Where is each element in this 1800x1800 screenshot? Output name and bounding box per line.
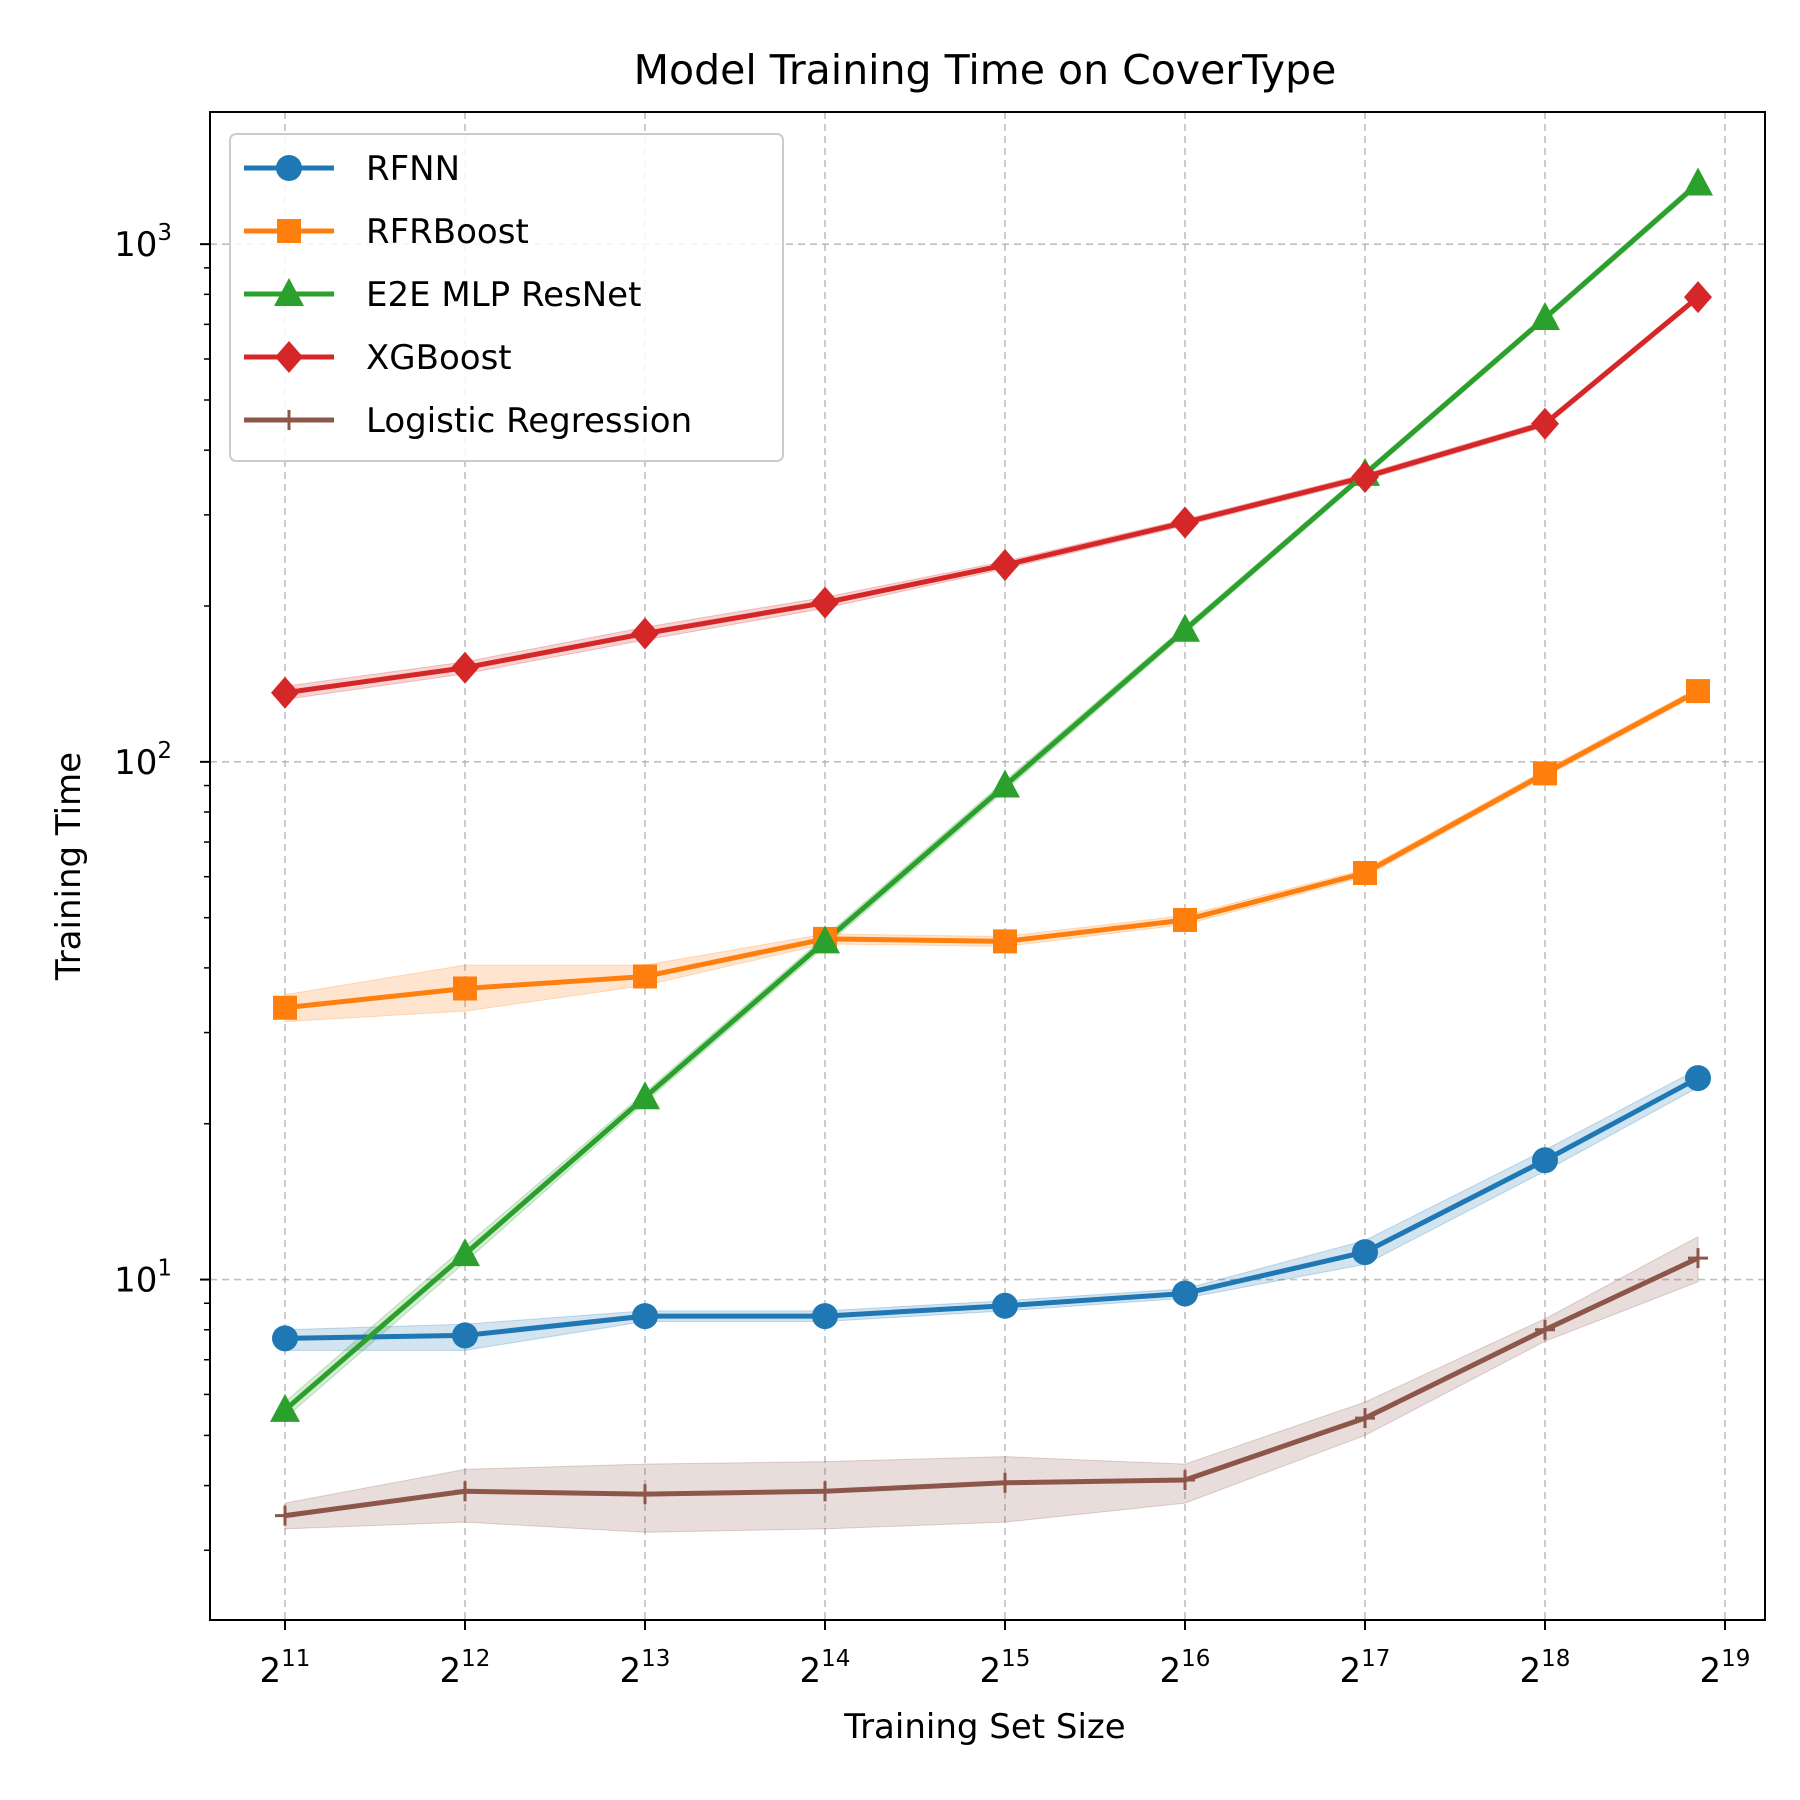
rfnn-point <box>272 1325 298 1352</box>
x-tick-label: 211 <box>260 1646 311 1691</box>
e2e-mlp-resnet-point <box>810 925 840 954</box>
legend-label-rfrboost: RFRBoost <box>366 212 529 252</box>
rfnn-point <box>1532 1147 1558 1174</box>
legend-marker-logistic-regression <box>279 410 299 430</box>
legend-marker-e2e-mlp-resnet <box>274 278 304 306</box>
e2e-mlp-resnet-point <box>1530 302 1560 331</box>
legend-label-e2e-mlp-resnet: E2E MLP ResNet <box>366 275 641 315</box>
logistic-regression-point <box>635 1484 655 1505</box>
rfrboost-point <box>1173 907 1197 932</box>
axis-ticks: 211 212 213 214 215 216 217 218 219 101 102 103 <box>114 220 1750 1691</box>
x-tick-label: 217 <box>1340 1646 1391 1691</box>
legend: RFNN RFRBoost E2E MLP ResNet XGBoost Logisti… <box>229 133 784 462</box>
rfrboost-point <box>453 976 477 1001</box>
xgboost-point <box>1171 506 1199 539</box>
series-markers <box>270 167 1713 1526</box>
logistic-regression-point <box>455 1481 475 1502</box>
plot-frame <box>209 111 1766 1621</box>
logistic-regression-point <box>275 1505 295 1526</box>
logistic-regression-band <box>284 1235 1699 1533</box>
rfnn-point <box>1352 1239 1378 1266</box>
rfnn-point <box>1172 1280 1198 1307</box>
chart-title: Model Training Time on CoverType <box>634 46 1337 94</box>
x-tick-label: 219 <box>1700 1646 1751 1691</box>
x-tick-label: 218 <box>1520 1646 1571 1691</box>
legend-label-xgboost: XGBoost <box>366 338 512 378</box>
x-axis-label: Training Set Size <box>843 1707 1125 1747</box>
y-tick-label: 102 <box>114 738 172 783</box>
x-tick-label: 216 <box>1160 1646 1211 1691</box>
rfrboost-point <box>1353 860 1377 885</box>
e2e-mlp-resnet-point <box>990 769 1020 798</box>
logistic-regression-point <box>815 1481 835 1502</box>
legend-marker-xgboost <box>275 341 303 373</box>
logistic-regression-point <box>1355 1408 1375 1429</box>
rfrboost-point <box>273 995 297 1020</box>
logistic-regression-point <box>995 1472 1015 1493</box>
x-tick-label: 215 <box>980 1646 1031 1691</box>
rfrboost-point <box>1533 761 1557 786</box>
y-tick-label: 101 <box>114 1256 172 1301</box>
e2e-mlp-resnet-point <box>1683 167 1713 196</box>
e2e-mlp-resnet-point <box>270 1393 300 1422</box>
rfnn-point <box>812 1303 838 1330</box>
e2e-mlp-resnet-point <box>450 1238 480 1267</box>
rfrboost-point <box>993 929 1017 954</box>
x-tick-label: 213 <box>620 1646 671 1691</box>
xgboost-point <box>1351 461 1379 494</box>
legend-label-logistic-regression: Logistic Regression <box>366 401 692 441</box>
xgboost-point <box>451 651 479 684</box>
rfnn-point <box>992 1292 1018 1319</box>
xgboost-point <box>1684 281 1712 314</box>
rfnn-point <box>1685 1065 1711 1092</box>
xgboost-point <box>1531 407 1559 440</box>
xgboost-point <box>991 549 1019 582</box>
rfnn-point <box>452 1322 478 1349</box>
rfrboost-point <box>633 964 657 989</box>
rfnn-point <box>632 1303 658 1330</box>
xgboost-point <box>271 676 299 709</box>
logistic-regression-point <box>1535 1319 1555 1340</box>
y-axis-label: Training Time <box>49 752 89 981</box>
legend-box <box>229 133 784 462</box>
e2e-mlp-resnet-point <box>630 1081 660 1110</box>
xgboost-point <box>811 586 839 619</box>
y-tick-label: 103 <box>114 220 172 265</box>
xgboost-point <box>631 617 659 650</box>
e2e-mlp-resnet-point <box>1170 613 1200 642</box>
x-tick-label: 214 <box>800 1646 851 1691</box>
legend-marker-rfnn <box>276 155 302 181</box>
rfrboost-point <box>1686 679 1710 704</box>
logistic-regression-point <box>1688 1248 1708 1269</box>
x-tick-label: 212 <box>440 1646 491 1691</box>
legend-marker-rfrboost <box>277 219 301 243</box>
logistic-regression-point <box>1175 1470 1195 1491</box>
legend-label-rfnn: RFNN <box>366 149 460 189</box>
